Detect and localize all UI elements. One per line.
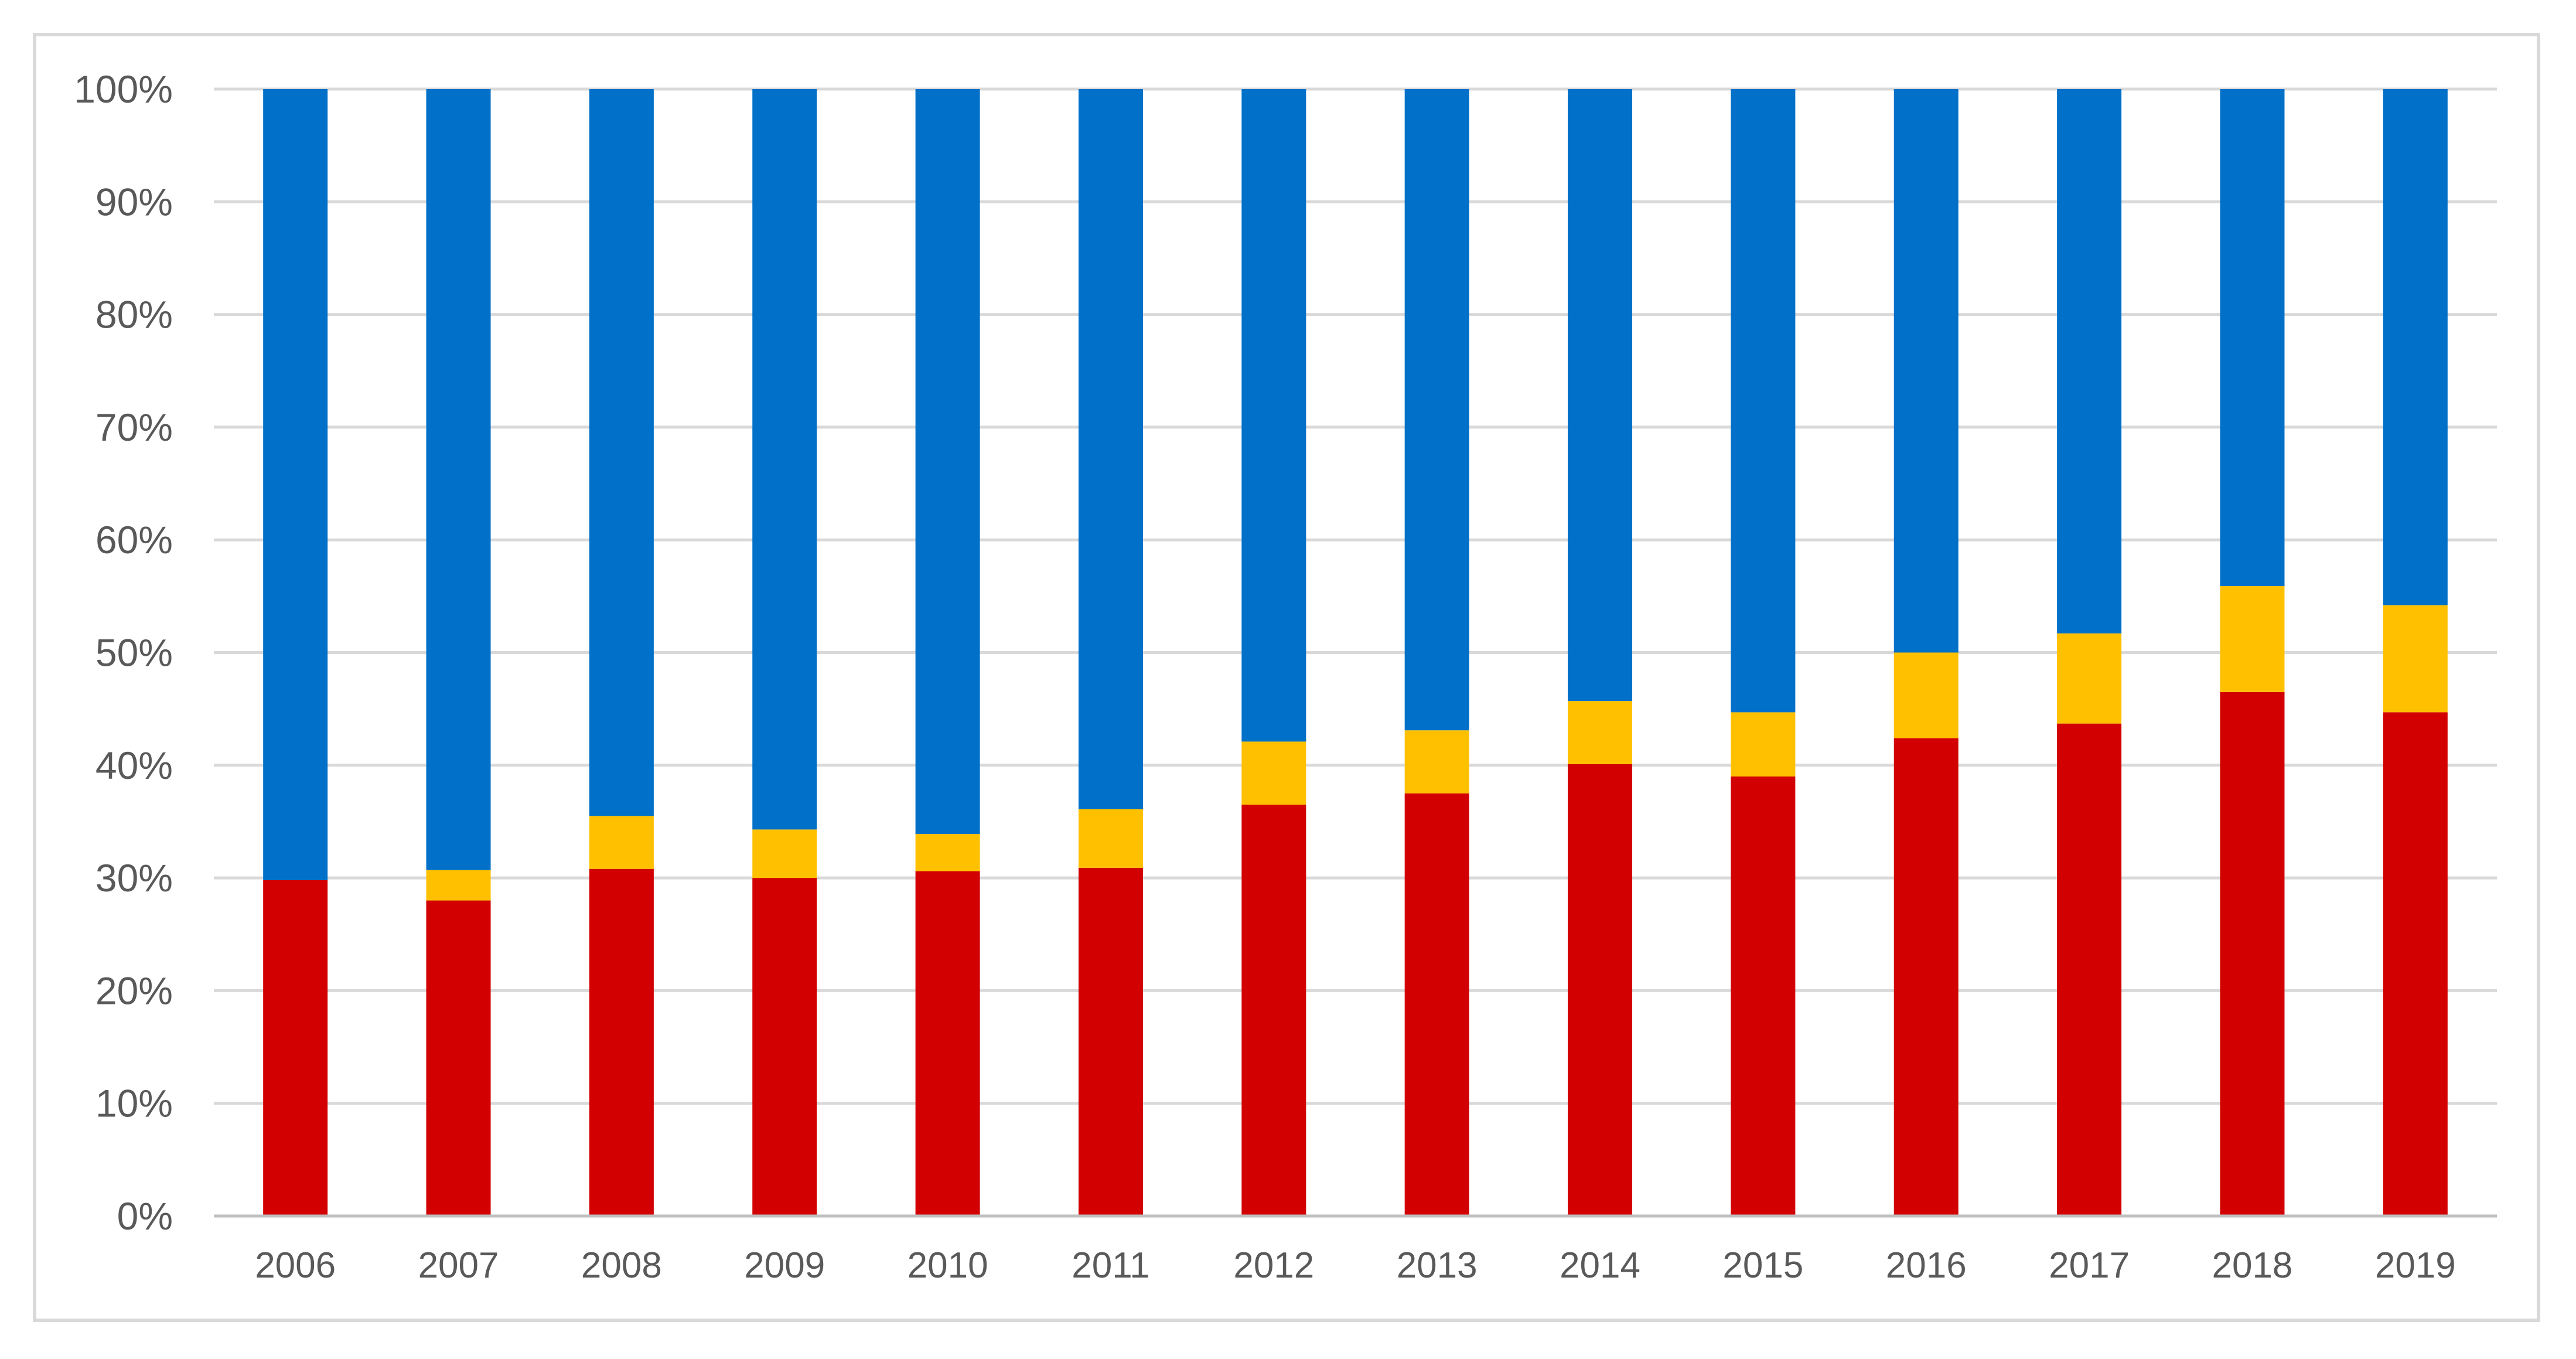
x-tick-label: 2009 <box>744 1245 825 1286</box>
bar-segment-blue-2014 <box>1568 89 1633 701</box>
bar-segment-yellow-2016 <box>1893 652 1959 738</box>
bar-segment-red-2013 <box>1404 793 1469 1216</box>
y-tick-label: 30% <box>95 856 173 900</box>
x-tick-label: 2008 <box>581 1245 662 1286</box>
bar-segment-blue-2017 <box>2057 89 2122 633</box>
x-tick-label: 2017 <box>2049 1245 2130 1286</box>
x-tick-label: 2012 <box>1233 1245 1314 1286</box>
y-tick-label: 10% <box>95 1082 173 1125</box>
x-tick-label: 2006 <box>255 1245 336 1286</box>
bar-segment-red-2016 <box>1893 738 1959 1216</box>
bar-segment-blue-2019 <box>2383 89 2448 605</box>
bar-segment-red-2006 <box>263 880 328 1216</box>
bar-segment-yellow-2014 <box>1568 701 1633 764</box>
bar-segment-blue-2015 <box>1731 89 1796 713</box>
x-tick-label: 2010 <box>907 1245 988 1286</box>
bar-segment-red-2014 <box>1568 764 1633 1216</box>
bar-segment-red-2011 <box>1078 867 1143 1216</box>
y-tick-label: 60% <box>95 518 173 561</box>
y-tick-label: 20% <box>95 969 173 1012</box>
bar-segment-red-2017 <box>2057 723 2122 1216</box>
bar-segment-yellow-2008 <box>589 816 654 869</box>
x-tick-label: 2016 <box>1886 1245 1967 1286</box>
y-tick-label: 50% <box>95 631 173 675</box>
y-tick-label: 80% <box>95 293 173 336</box>
x-tick-label: 2019 <box>2375 1245 2456 1286</box>
x-axis-tick-labels: 2006 2007 2008 2009 2010 2011 2012 2013 2014 2015… <box>255 1245 2456 1286</box>
bar-segment-blue-2007 <box>426 89 491 870</box>
y-tick-label: 40% <box>95 744 173 787</box>
bar-segment-blue-2012 <box>1241 89 1306 742</box>
y-axis-tick-labels: 0% 10% 20% 30% 40% 50% 60% 70% 80% 90% 100% <box>74 67 173 1238</box>
bar-segment-blue-2016 <box>1893 89 1959 653</box>
bar-segment-yellow-2012 <box>1241 741 1306 805</box>
bar-segment-red-2019 <box>2383 712 2448 1216</box>
x-tick-label: 2007 <box>418 1245 499 1286</box>
y-tick-label: 0% <box>117 1194 173 1238</box>
bar-segment-blue-2018 <box>2220 89 2285 587</box>
x-tick-label: 2013 <box>1397 1245 1478 1286</box>
x-tick-label: 2015 <box>1722 1245 1803 1286</box>
bar-segment-yellow-2017 <box>2057 633 2122 724</box>
y-tick-label: 90% <box>95 180 173 223</box>
bar-segment-yellow-2010 <box>915 834 980 871</box>
gridlines <box>214 87 2497 1105</box>
bar-segment-red-2012 <box>1241 805 1306 1216</box>
bar-segment-blue-2010 <box>915 89 980 835</box>
bar-segment-yellow-2013 <box>1404 730 1469 793</box>
y-tick-label: 100% <box>74 67 173 111</box>
bar-segment-yellow-2009 <box>752 829 817 878</box>
bars <box>263 89 2448 1216</box>
bar-segment-red-2009 <box>752 878 817 1216</box>
bar-segment-blue-2006 <box>263 89 328 880</box>
bar-segment-blue-2013 <box>1404 89 1469 731</box>
x-tick-label: 2011 <box>1072 1245 1149 1286</box>
bar-segment-blue-2008 <box>589 89 654 816</box>
y-tick-label: 70% <box>95 406 173 449</box>
bar-segment-yellow-2015 <box>1731 712 1796 777</box>
bar-segment-blue-2009 <box>752 89 817 830</box>
x-tick-label: 2018 <box>2212 1245 2292 1286</box>
bar-segment-yellow-2018 <box>2220 586 2285 692</box>
bar-segment-yellow-2011 <box>1078 809 1143 868</box>
bar-segment-yellow-2007 <box>426 870 491 901</box>
bar-segment-red-2010 <box>915 871 980 1216</box>
bar-segment-red-2007 <box>426 900 491 1216</box>
bar-segment-yellow-2019 <box>2383 605 2448 713</box>
bar-segment-blue-2011 <box>1078 89 1143 809</box>
bar-segment-red-2018 <box>2220 692 2285 1216</box>
bar-segment-red-2008 <box>589 868 654 1216</box>
x-tick-label: 2014 <box>1560 1245 1640 1286</box>
bar-segment-red-2015 <box>1731 776 1796 1216</box>
